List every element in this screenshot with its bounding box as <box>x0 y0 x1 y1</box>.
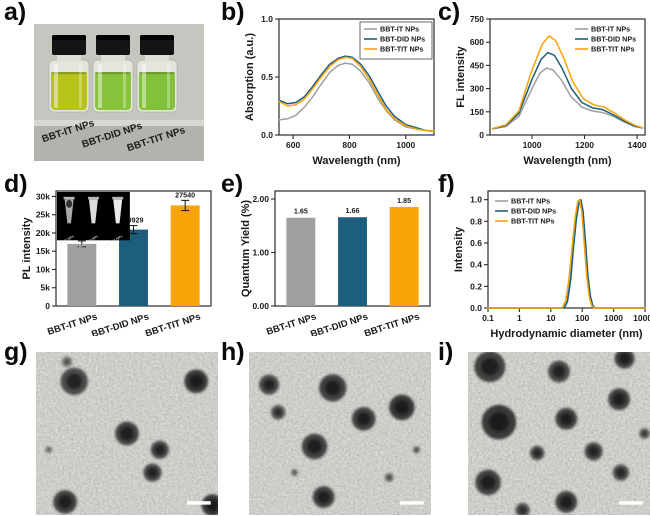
svg-text:BBT-IT NPs: BBT-IT NPs <box>380 25 419 34</box>
svg-text:1000: 1000 <box>396 140 415 150</box>
svg-text:BBT-DID NPs: BBT-DID NPs <box>90 311 150 336</box>
panel-label-f: f) <box>438 170 455 198</box>
svg-text:1200: 1200 <box>575 140 594 150</box>
svg-text:600: 600 <box>470 37 484 47</box>
svg-text:1.65: 1.65 <box>294 207 308 216</box>
panel-h: h) <box>217 340 434 516</box>
svg-text:300: 300 <box>470 84 484 94</box>
svg-text:1: 1 <box>517 313 522 323</box>
svg-text:1.0: 1.0 <box>261 14 273 24</box>
svg-text:10k: 10k <box>36 264 50 274</box>
svg-text:0.4: 0.4 <box>470 260 482 270</box>
svg-text:BBT-IT NPs: BBT-IT NPs <box>591 25 630 34</box>
panel-i: i) <box>434 340 650 516</box>
svg-text:BBT-DID NPs: BBT-DID NPs <box>309 311 369 336</box>
fl-spectra-chart: 1000 1200 1400 0 150 300 450 600 750 Wavelength (… <box>455 14 647 167</box>
svg-text:Intensity: Intensity <box>453 226 465 272</box>
svg-text:1.85: 1.85 <box>397 196 411 205</box>
svg-text:0.1: 0.1 <box>482 313 494 323</box>
svg-text:800: 800 <box>342 140 356 150</box>
svg-text:30k: 30k <box>36 191 50 201</box>
panel-label-c: c) <box>438 0 461 26</box>
svg-text:2.00: 2.00 <box>252 194 269 204</box>
svg-text:Wavelength (nm): Wavelength (nm) <box>523 155 612 167</box>
tem-image-h <box>249 352 431 515</box>
svg-text:20k: 20k <box>36 228 50 238</box>
svg-text:Hydrodynamic diameter (nm): Hydrodynamic diameter (nm) <box>490 328 643 340</box>
panel-b: b) 600 800 1000 0.0 0.5 1.0 Wavelength (nm) Abs… <box>217 0 435 172</box>
svg-text:0.2: 0.2 <box>470 281 482 291</box>
panel-label-i: i) <box>438 338 454 366</box>
tem-image-g <box>36 352 218 515</box>
panel-label-a: a) <box>4 0 27 26</box>
svg-text:Quantum Yield (%): Quantum Yield (%) <box>240 200 252 298</box>
svg-text:1000: 1000 <box>604 313 623 323</box>
svg-text:BBT-TIT NPs: BBT-TIT NPs <box>380 45 424 54</box>
svg-text:FL intensity: FL intensity <box>455 45 467 107</box>
svg-text:27540: 27540 <box>175 190 195 199</box>
panel-label-h: h) <box>221 338 245 366</box>
svg-text:25k: 25k <box>36 210 50 220</box>
panel-label-b: b) <box>221 0 245 26</box>
panel-g: g) <box>0 338 218 516</box>
svg-text:Absorption (a.u.): Absorption (a.u.) <box>244 33 256 121</box>
svg-text:0.6: 0.6 <box>470 238 482 248</box>
svg-text:BBT-IT NPs: BBT-IT NPs <box>511 197 550 206</box>
svg-text:100: 100 <box>575 313 589 323</box>
svg-text:1.0: 1.0 <box>470 195 482 205</box>
panel-label-e: e) <box>221 170 244 198</box>
svg-text:1400: 1400 <box>628 140 647 150</box>
svg-text:10: 10 <box>546 313 556 323</box>
svg-text:0: 0 <box>45 301 50 311</box>
svg-text:BBT-DID NPs: BBT-DID NPs <box>591 35 636 44</box>
svg-text:0: 0 <box>479 130 484 140</box>
panel-a: a) BBT-IT NPs BBT-DID NPs BBT-TIT NPs <box>0 0 217 172</box>
svg-text:0.5: 0.5 <box>261 72 273 82</box>
svg-text:15k: 15k <box>36 246 50 256</box>
svg-text:BBT-TIT NPs: BBT-TIT NPs <box>591 45 635 54</box>
svg-text:0.00: 0.00 <box>252 301 269 311</box>
svg-text:20929: 20929 <box>124 216 144 225</box>
svg-text:5k: 5k <box>41 283 51 293</box>
svg-text:BBT-TIT NPs: BBT-TIT NPs <box>144 311 202 336</box>
panel-c: c) 1000 1200 1400 0 150 300 450 600 750 Wavelengt… <box>434 0 650 172</box>
svg-text:BBT-TIT NPs: BBT-TIT NPs <box>511 217 555 226</box>
svg-text:150: 150 <box>470 107 484 117</box>
svg-text:BBT-DID NPs: BBT-DID NPs <box>380 35 425 44</box>
svg-text:0.0: 0.0 <box>470 303 482 313</box>
svg-text:0.0: 0.0 <box>261 130 273 140</box>
svg-text:BBT-DID NPs: BBT-DID NPs <box>511 207 556 216</box>
svg-text:1.66: 1.66 <box>346 206 360 215</box>
absorption-chart: 600 800 1000 0.0 0.5 1.0 Wavelength (nm) Absorp… <box>244 14 435 167</box>
svg-text:0.8: 0.8 <box>470 216 482 226</box>
svg-text:1000: 1000 <box>523 140 542 150</box>
panel-label-g: g) <box>4 338 28 366</box>
svg-text:Wavelength (nm): Wavelength (nm) <box>312 155 401 167</box>
svg-text:600: 600 <box>286 140 300 150</box>
svg-text:1.00: 1.00 <box>252 248 269 258</box>
panel-e: e) 0.00 1.00 2.00 Quantum Yield (%) 1.65 BBT-… <box>217 172 434 340</box>
tem-image-i <box>468 352 650 515</box>
panel-label-d: d) <box>4 170 28 198</box>
svg-text:PL intensity: PL intensity <box>21 217 33 280</box>
svg-text:450: 450 <box>470 60 484 70</box>
svg-text:BBT-TIT NPs: BBT-TIT NPs <box>363 311 421 336</box>
svg-text:750: 750 <box>470 14 484 24</box>
